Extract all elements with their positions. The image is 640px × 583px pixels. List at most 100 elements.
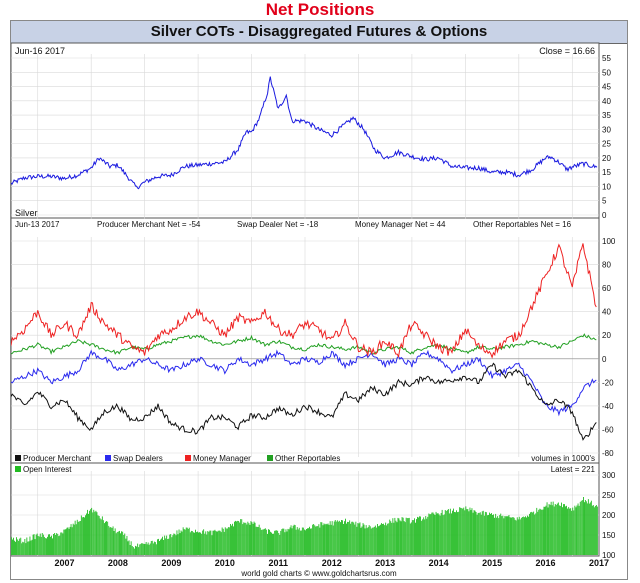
series-line-silver [11,76,598,190]
oi-bar [569,508,571,555]
oi-bar [425,516,427,555]
oi-bar [557,502,559,555]
oi-bar [539,508,541,555]
oi-bar [146,544,148,555]
oi-bar [380,524,381,555]
oi-bar [359,522,361,555]
oi-bar [172,535,174,555]
oi-bar [291,528,293,555]
oi-bar [535,513,537,555]
oi-bar [493,514,494,555]
oi-bar [53,534,54,555]
oi-bar [330,524,332,555]
ytick-label-1-6: 40 [602,308,611,317]
oi-bar [17,539,19,555]
panel1-date-label: Jun-16 2017 [15,46,65,56]
oi-bar [65,529,67,555]
oi-bar [159,541,160,555]
oi-bar [274,530,276,555]
oi-bar [110,527,112,555]
oi-bar [358,523,360,555]
oi-bar [101,516,103,555]
oi-bar [107,521,109,555]
oi-bar [349,520,351,555]
oi-bar [350,523,352,555]
oi-bar [527,515,528,555]
oi-bar [231,525,232,555]
ytick-label-0-4: 20 [602,154,611,163]
oi-bar [385,522,387,555]
ytick-label-0-3: 15 [602,168,611,177]
oi-bar [355,521,357,555]
oi-bar [410,522,412,555]
oi-bar [285,529,287,555]
oi-bar [95,510,97,555]
oi-bar [397,517,399,555]
oi-bar [138,547,140,555]
oi-bar [63,529,65,555]
oi-bar [377,524,378,555]
oi-bar [401,517,403,555]
oi-bar [574,505,576,555]
oi-bar [47,536,48,555]
oi-bar [316,526,318,555]
oi-bar [525,516,526,555]
oi-bar [497,516,499,555]
oi-bar [436,513,438,555]
oi-bar [158,538,159,555]
oi-bar [142,543,144,555]
oi-bar [198,532,199,555]
oi-bar [473,510,475,555]
oi-bar [185,527,187,555]
oi-bar [532,512,534,555]
oi-bar [87,509,88,555]
oi-bar [249,524,251,555]
page-title: Net Positions [265,0,375,19]
oi-bar [135,545,136,555]
oi-bar [318,524,320,555]
oi-bar [99,518,101,555]
oi-bar [572,507,574,555]
oi-bar [524,517,525,555]
oi-bar [165,538,167,555]
oi-bar [566,505,567,555]
series-layer [11,76,598,555]
oi-bar [407,518,409,555]
oi-bar [329,521,331,555]
oi-bar [554,504,556,555]
other-net-label: Other Reportables Net = 16 [473,220,572,229]
oi-bar [585,501,587,555]
oi-bar [483,515,485,555]
oi-bar [191,531,193,555]
oi-bar [60,532,62,555]
oi-bar [412,520,414,555]
oi-bar [555,504,557,555]
ytick-label-1-9: 100 [602,237,616,246]
oi-bar [279,534,281,555]
oi-bar [24,539,26,555]
oi-bar [75,524,77,555]
charts-svg: 0 5 10 15 20 25 30 35 40 45 50 55 -80 -60 -40 -20 0 20 40 6… [11,42,616,578]
oi-bar [112,526,114,555]
oi-bar [120,533,121,555]
oi-bar [85,515,86,555]
oi-bar [235,520,236,555]
oi-bar [183,529,185,555]
oi-bar [475,512,477,555]
oi-bar [240,519,242,555]
oi-bar [214,529,216,555]
oi-bar [22,541,24,555]
oi-bar [477,512,479,555]
oi-bar [451,513,452,555]
panel1-close-label: Close = 16.66 [539,46,595,56]
oi-bar [177,534,179,555]
oi-bar [478,512,480,555]
oi-bar [353,522,355,555]
units-label: volumes in 1000's [531,454,595,463]
oi-bar [317,526,319,555]
oi-bar [556,503,558,555]
oi-bar [519,519,521,555]
oi-bar [553,506,555,555]
oi-bar [257,527,259,555]
oi-bar [125,538,127,555]
